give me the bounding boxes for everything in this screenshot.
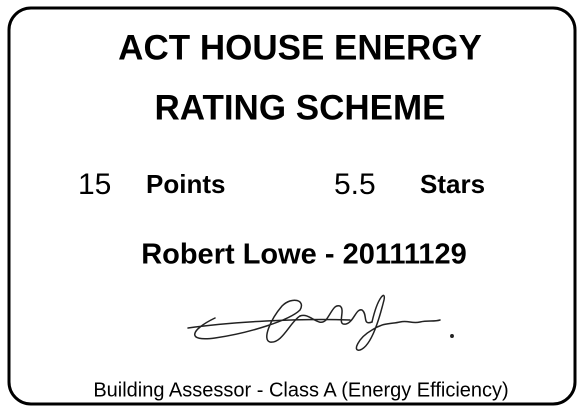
stars-value: 5.5 <box>334 168 376 201</box>
assessor-name: Robert Lowe - 20111129 <box>141 239 467 271</box>
signature <box>187 294 454 351</box>
points-value: 15 <box>78 168 111 201</box>
assessor-role: Building Assessor - Class A (Energy Effi… <box>93 379 508 401</box>
points-label: Points <box>146 169 225 199</box>
title-line: RATING SCHEME <box>154 88 445 127</box>
border <box>7 6 577 406</box>
title-line: ACT HOUSE ENERGY <box>118 28 482 67</box>
stars-label: Stars <box>420 169 485 199</box>
